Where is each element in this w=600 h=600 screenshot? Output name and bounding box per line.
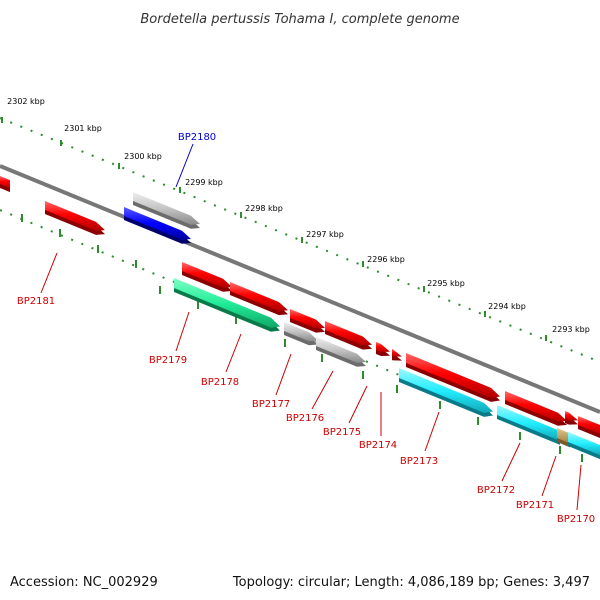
gene-bp2171[interactable] [557, 428, 570, 448]
gene-bp2181-body [45, 201, 105, 231]
gene-bp2178-red-body [230, 282, 288, 312]
label-leader-line [348, 385, 368, 424]
gene-bp2172-red-body [505, 391, 567, 422]
map-title: Bordetella pertussis Tohama I, complete … [140, 12, 459, 27]
gene-label-bp2170[interactable]: BP2170 [557, 514, 595, 525]
label-leader-line [501, 442, 521, 482]
label-leader-line [311, 370, 334, 410]
scale-label: 2294 kbp [488, 302, 526, 311]
gene-bp2181[interactable] [45, 201, 105, 235]
gene-label-bp2174[interactable]: BP2174 [359, 440, 397, 451]
gene-bp2179-body [174, 278, 280, 328]
gene-bp2180-body [124, 207, 191, 240]
gene-label-bp2177[interactable]: BP2177 [252, 399, 290, 410]
label-leader-line [576, 464, 582, 511]
label-leader-line [225, 333, 242, 373]
gene-bp2177-body [284, 322, 318, 342]
gene-edge-left[interactable] [0, 176, 10, 193]
gene-bp2175[interactable] [376, 342, 390, 357]
gene-bp2170-red[interactable] [578, 416, 600, 439]
gene-bp2172-red[interactable] [505, 391, 567, 426]
gene-bp2174-body [392, 349, 402, 357]
gene-bp2170-body [568, 432, 600, 456]
gene-label-bp2180[interactable]: BP2180 [178, 132, 216, 143]
gene-bp2173-red[interactable] [406, 353, 500, 402]
label-leader-line [541, 455, 557, 497]
gene-bp2174[interactable] [392, 349, 402, 361]
label-leader-line [40, 252, 58, 294]
gene-label-bp2171[interactable]: BP2171 [516, 500, 554, 511]
scale-labels: 2302 kbp 2301 kbp 2300 kbp 2299 kbp 2298 kbp… [7, 97, 590, 334]
gene-bp2179[interactable] [174, 278, 280, 332]
gene-labels: BP2180 BP2181 BP2179 BP2178 BP2177 BP2176 BP21… [17, 132, 595, 525]
scale-label: 2302 kbp [7, 97, 45, 106]
scale-label: 2301 kbp [64, 124, 102, 133]
scale-label: 2293 kbp [552, 325, 590, 334]
scale-label: 2295 kbp [427, 279, 465, 288]
gene-bp2173-red-body [406, 353, 500, 398]
gene-bp2180-grey-body [133, 192, 200, 225]
label-leader-line [424, 411, 440, 452]
genome-summary-text: Topology: circular; Length: 4,086,189 bp… [232, 575, 590, 590]
gene-bp2170[interactable] [568, 432, 600, 460]
scale-ticks [1, 117, 583, 462]
gene-features [0, 176, 600, 460]
gene-bp2176[interactable] [316, 337, 366, 367]
gene-label-bp2173[interactable]: BP2173 [400, 456, 438, 467]
gene-label-bp2181[interactable]: BP2181 [17, 296, 55, 307]
label-leader-line [275, 353, 292, 396]
gene-bp2170-red-body [578, 416, 600, 435]
scale-label: 2299 kbp [185, 178, 223, 187]
gene-bp2176-body [316, 337, 366, 363]
gene-bp2179-red-body [182, 262, 232, 288]
scale-label: 2300 kbp [124, 152, 162, 161]
gene-bp2177-red-body [290, 309, 325, 329]
gene-bp2180[interactable] [124, 207, 191, 244]
scale-label: 2297 kbp [306, 230, 344, 239]
gene-bp2171-body [557, 428, 570, 444]
label-leader-line [175, 311, 190, 352]
gene-edge-left-body [0, 176, 10, 189]
gene-bp2171-red[interactable] [565, 411, 578, 425]
accession-text: Accession: NC_002929 [10, 575, 158, 590]
gene-bp2171-red-body [565, 411, 578, 421]
gene-bp2172[interactable] [497, 405, 560, 445]
gene-bp2176-red-body [325, 321, 372, 346]
gene-label-bp2172[interactable]: BP2172 [477, 485, 515, 496]
gene-bp2176-red[interactable] [325, 321, 372, 350]
gene-label-bp2179[interactable]: BP2179 [149, 355, 187, 366]
gene-bp2173[interactable] [399, 368, 493, 417]
gene-label-bp2178[interactable]: BP2178 [201, 377, 239, 388]
gene-bp2177[interactable] [284, 322, 318, 346]
gene-bp2179-red[interactable] [182, 262, 232, 292]
gene-label-bp2176[interactable]: BP2176 [286, 413, 324, 424]
scale-label: 2296 kbp [367, 255, 405, 264]
gene-label-bp2175[interactable]: BP2175 [323, 427, 361, 438]
chromosome-backbone [0, 164, 600, 414]
gene-bp2178-red[interactable] [230, 282, 288, 316]
gene-bp2177-red[interactable] [290, 309, 325, 333]
label-leader-line [175, 143, 194, 188]
gene-bp2180-grey[interactable] [133, 192, 200, 229]
outer-scale-ring [0, 117, 600, 363]
gene-bp2175-body [376, 342, 390, 353]
scale-label: 2298 kbp [245, 204, 283, 213]
gene-bp2173-body [399, 368, 493, 413]
gene-bp2172-body [497, 405, 560, 441]
